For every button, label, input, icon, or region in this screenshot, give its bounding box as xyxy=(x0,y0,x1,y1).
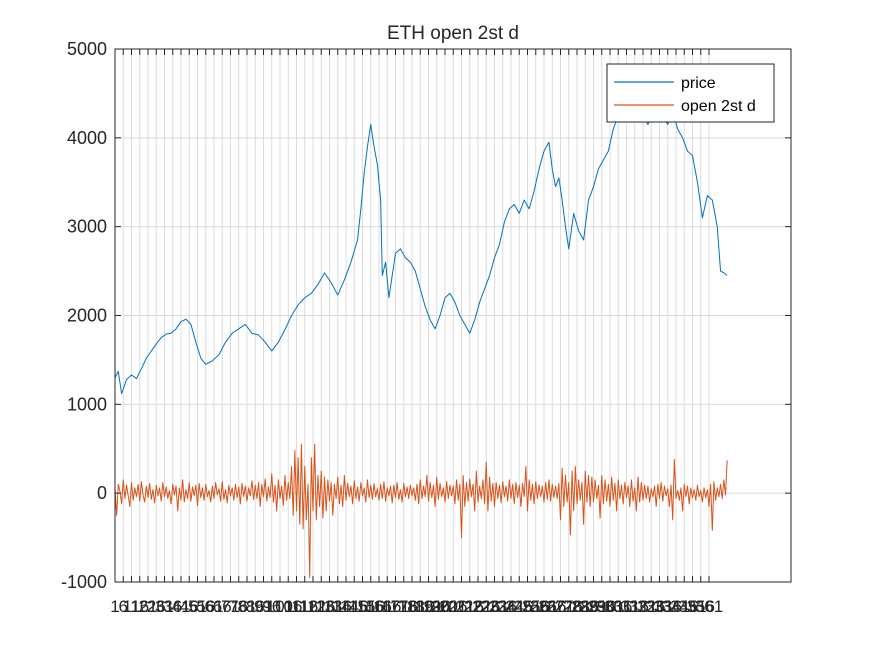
x-tick-label: 351 xyxy=(678,597,706,616)
x-tick-label: 91 xyxy=(254,597,273,616)
x-tick-label: 146 xyxy=(340,597,368,616)
x-tick-label: 21 xyxy=(139,597,158,616)
x-tick-label: 56 xyxy=(196,597,215,616)
x-tick-label: 156 xyxy=(357,597,385,616)
x-tick-label: 211 xyxy=(448,597,475,616)
x-tick-label: 316 xyxy=(621,597,649,616)
x-tick-label: 31 xyxy=(155,597,174,616)
x-tick-label: 291 xyxy=(579,597,607,616)
x-tick-label: 181 xyxy=(398,597,426,616)
x-tick-label: 336 xyxy=(654,597,682,616)
x-tick-label: 326 xyxy=(637,597,665,616)
y-tick-label: 2000 xyxy=(67,306,107,326)
y-tick-label: 4000 xyxy=(67,128,107,148)
x-tick-label: 361 xyxy=(695,597,723,616)
x-tick-label: 116 xyxy=(291,597,318,616)
legend[interactable]: price open 2st d xyxy=(606,63,775,123)
x-tick-label: 226 xyxy=(472,597,500,616)
legend-label-open-2st-d: open 2st d xyxy=(681,98,756,115)
x-tick-label: 246 xyxy=(505,597,533,616)
y-tick-label: 3000 xyxy=(67,217,107,237)
x-tick-label: 141 xyxy=(332,597,360,616)
x-tick-label: 111 xyxy=(284,597,310,616)
x-tick-label: 236 xyxy=(489,597,517,616)
x-tick-label: 171 xyxy=(381,597,409,616)
y-tick-label: 0 xyxy=(97,483,107,503)
x-tick-label: 196 xyxy=(423,597,451,616)
x-tick-label: 66 xyxy=(213,597,232,616)
x-tick-label: 311 xyxy=(613,597,640,616)
x-tick-label: 241 xyxy=(497,597,525,616)
x-tick-label: 296 xyxy=(588,597,616,616)
series-line-open-2st-d xyxy=(114,443,728,579)
x-tick-label: 201 xyxy=(431,597,459,616)
x-tick-label: 81 xyxy=(238,597,257,616)
x-tick-label: 131 xyxy=(315,597,343,616)
x-tick-label: 256 xyxy=(522,597,550,616)
x-tick-label: 76 xyxy=(229,597,248,616)
x-tick-label: 321 xyxy=(629,597,657,616)
x-tick-label: 346 xyxy=(670,597,698,616)
x-tick-label: 41 xyxy=(172,597,191,616)
x-tick-label: 341 xyxy=(662,597,690,616)
x-tick-label: 161 xyxy=(365,597,393,616)
x-tick-label: 86 xyxy=(246,597,265,616)
x-tick-label: 121 xyxy=(299,597,327,616)
x-tick-label: 36 xyxy=(163,597,182,616)
x-tick-label: 301 xyxy=(596,597,624,616)
y-axis-ticks: -1000 0 1000 2000 3000 4000 5000 xyxy=(61,39,791,592)
x-tick-label: 126 xyxy=(307,597,335,616)
x-tick-label: 11 xyxy=(123,597,141,616)
x-tick-label: 106 xyxy=(274,597,302,616)
x-tick-label: 46 xyxy=(180,597,199,616)
x-tick-label: 6 xyxy=(119,597,128,616)
chart-title: ETH open 2st d xyxy=(387,23,519,44)
x-tick-label: 206 xyxy=(439,597,467,616)
x-tick-label: 176 xyxy=(390,597,418,616)
y-tick-label: 1000 xyxy=(67,394,107,414)
x-tick-label: 356 xyxy=(687,597,715,616)
x-axis-ticks: 1611162126313641465156616671768186919610… xyxy=(110,49,723,616)
x-tick-label: 221 xyxy=(464,597,492,616)
x-tick-label: 166 xyxy=(373,597,401,616)
y-tick-label: 5000 xyxy=(67,39,107,59)
x-tick-label: 251 xyxy=(513,597,541,616)
legend-label-price: price xyxy=(681,75,716,92)
x-tick-label: 261 xyxy=(530,597,558,616)
x-tick-label: 136 xyxy=(324,597,352,616)
x-tick-label: 101 xyxy=(266,597,294,616)
x-tick-label: 271 xyxy=(546,597,574,616)
x-tick-label: 216 xyxy=(456,597,484,616)
x-tick-label: 96 xyxy=(262,597,281,616)
x-tick-label: 186 xyxy=(406,597,434,616)
y-tick-label: -1000 xyxy=(61,572,107,592)
x-tick-label: 1 xyxy=(110,597,119,616)
x-tick-label: 231 xyxy=(480,597,508,616)
legend-box xyxy=(606,63,775,123)
x-tick-label: 51 xyxy=(188,597,207,616)
x-tick-label: 26 xyxy=(147,597,166,616)
x-tick-label: 16 xyxy=(130,597,149,616)
x-tick-label: 266 xyxy=(538,597,566,616)
x-tick-label: 276 xyxy=(555,597,583,616)
x-tick-label: 281 xyxy=(563,597,591,616)
x-tick-label: 331 xyxy=(645,597,673,616)
x-tick-label: 151 xyxy=(348,597,376,616)
x-tick-label: 71 xyxy=(221,597,240,616)
x-tick-label: 286 xyxy=(571,597,599,616)
x-tick-label: 306 xyxy=(604,597,632,616)
x-tick-label: 61 xyxy=(205,597,224,616)
x-tick-label: 191 xyxy=(414,597,442,616)
